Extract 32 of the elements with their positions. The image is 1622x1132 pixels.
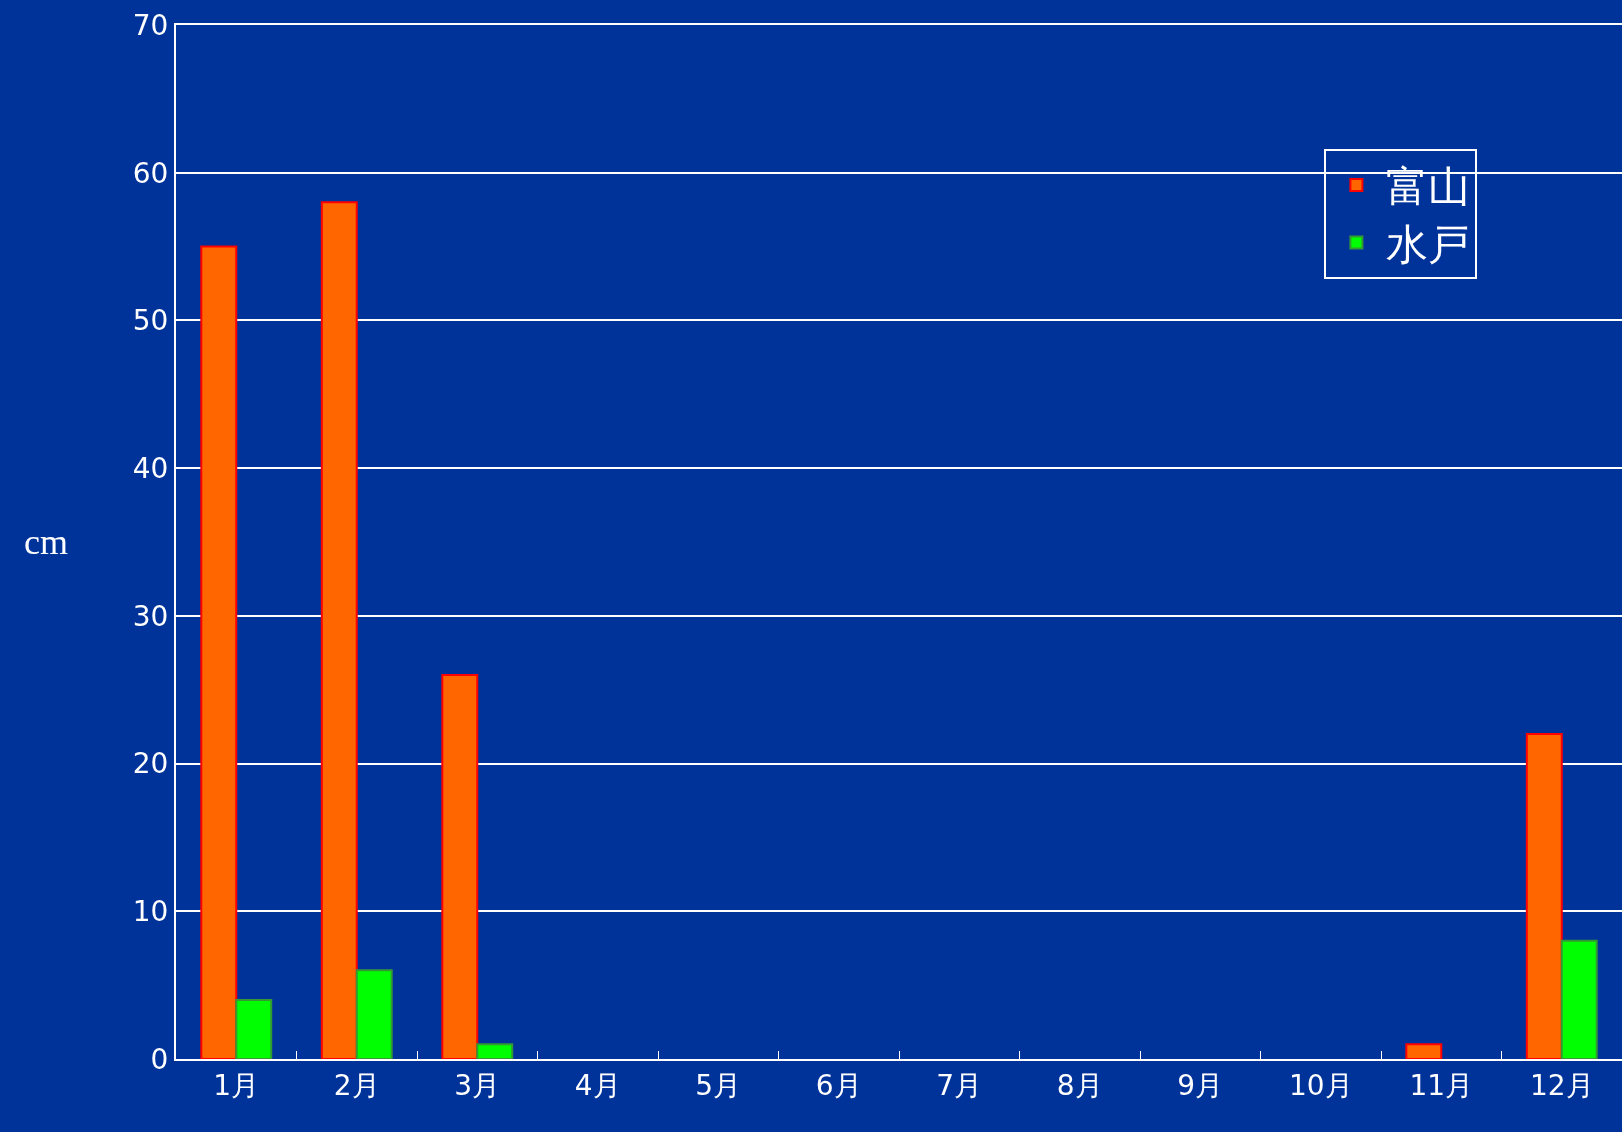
y-tick-label: 50	[132, 304, 169, 338]
bar	[1525, 733, 1563, 1059]
x-tick-label: 8月	[1056, 1068, 1103, 1102]
x-tick-label: 2月	[333, 1068, 380, 1102]
x-tick-label: 10月	[1288, 1068, 1353, 1102]
y-tick-label: 20	[132, 747, 169, 781]
bar	[1405, 1043, 1443, 1059]
bar	[476, 1043, 514, 1059]
bar	[1560, 939, 1598, 1059]
y-tick-label: 40	[132, 451, 169, 485]
x-tick-label: 5月	[695, 1068, 742, 1102]
x-tick-label: 11月	[1409, 1068, 1474, 1102]
bar	[355, 969, 393, 1059]
x-tick-label: 9月	[1177, 1068, 1224, 1102]
y-axis-title: cm	[24, 522, 68, 562]
y-tick-label: 0	[150, 1042, 169, 1076]
x-tick-label: 12月	[1529, 1068, 1594, 1102]
y-tick-label: 10	[132, 895, 169, 929]
x-tick-label: 1月	[213, 1068, 260, 1102]
y-tick-label: 60	[132, 156, 169, 190]
y-tick-label: 30	[132, 599, 169, 633]
x-tick-label: 6月	[815, 1068, 862, 1102]
bar	[200, 245, 238, 1059]
x-tick-label: 4月	[574, 1068, 621, 1102]
x-tick-label: 3月	[454, 1068, 501, 1102]
y-tick-label: 70	[132, 8, 169, 42]
x-tick-label: 7月	[936, 1068, 983, 1102]
bar	[441, 673, 479, 1059]
bar	[320, 201, 358, 1059]
legend-label: 富山	[1386, 162, 1471, 212]
bar	[235, 998, 273, 1059]
legend-label: 水戸	[1386, 219, 1471, 269]
